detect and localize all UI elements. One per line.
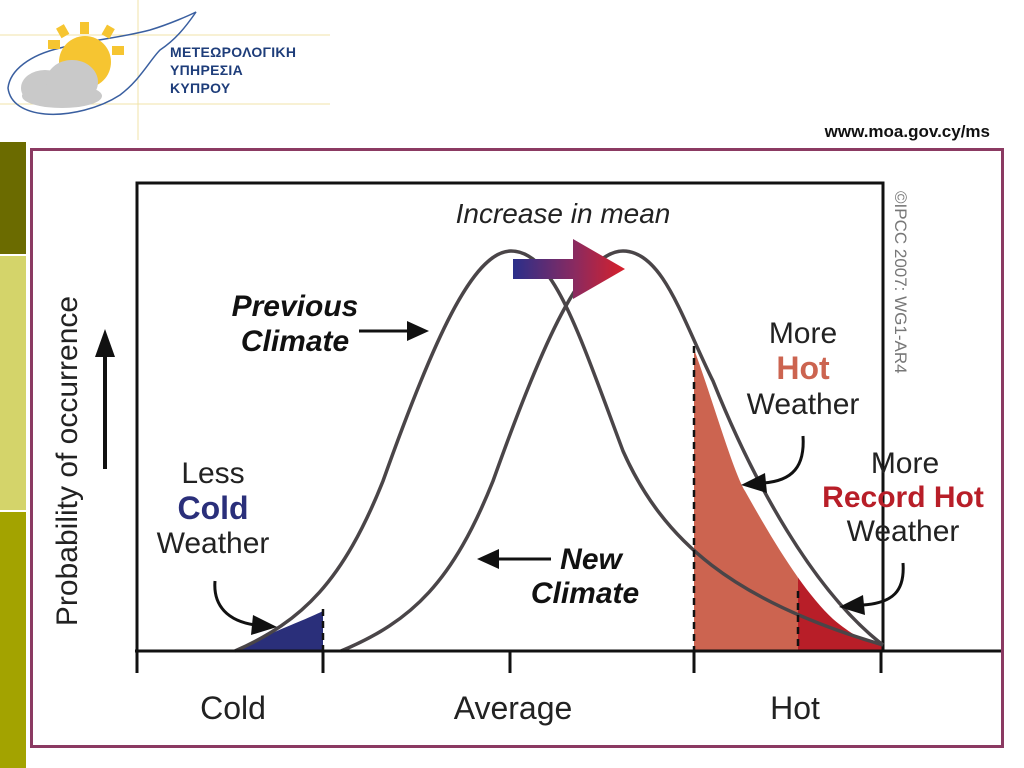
- cloud-icon: [21, 60, 102, 108]
- record-hot-label-2: Record Hot: [822, 481, 984, 514]
- record-hot-arrow-curve: [862, 562, 905, 607]
- side-band-dark: [0, 142, 26, 254]
- record-hot-area: [798, 577, 883, 651]
- more-hot-label-3: Weather: [747, 388, 860, 421]
- less-cold-label-1: Less: [181, 457, 244, 490]
- more-hot-arrow-curve: [762, 435, 805, 485]
- less-cold-arrow-head: [251, 615, 277, 635]
- climate-shift-diagram: Cold Average Hot Probability of occurren…: [51, 181, 1001, 726]
- org-name-line-3: ΚΥΠΡΟΥ: [170, 80, 231, 96]
- x-tick-label-average: Average: [454, 690, 573, 726]
- new-climate-arrow-head: [477, 549, 499, 569]
- plot-frame: [135, 181, 885, 651]
- ipcc-copyright: ©IPCC 2007: WG1-AR4: [891, 191, 910, 374]
- record-hot-label-1: More: [871, 447, 939, 480]
- new-climate-label-2: Climate: [531, 577, 639, 610]
- more-hot-label-1: More: [769, 317, 837, 350]
- org-name-line-2: ΥΠΗΡΕΣΙΑ: [170, 62, 244, 78]
- previous-climate-curve: [234, 249, 884, 653]
- side-band-light: [0, 256, 26, 510]
- increase-arrow: [513, 239, 625, 299]
- previous-climate-label-1: Previous: [232, 290, 359, 323]
- more-hot-arrow-head: [741, 473, 767, 493]
- increase-in-mean-label: Increase in mean: [456, 198, 671, 229]
- more-hot-area: [694, 349, 798, 651]
- org-name-line-1: ΜΕΤΕΩΡΟΛΟΓΙΚΗ: [170, 44, 297, 60]
- side-band-mid: [0, 512, 26, 768]
- website-url: www.moa.gov.cy/ms: [824, 122, 990, 141]
- less-cold-label-3: Weather: [157, 527, 270, 560]
- previous-climate-label-2: Climate: [241, 325, 349, 358]
- y-axis-label: Probability of occurrence: [51, 296, 84, 626]
- y-axis-arrow-head: [95, 329, 115, 357]
- record-hot-label-3: Weather: [847, 515, 960, 548]
- diagram-frame: Cold Average Hot Probability of occurren…: [30, 148, 1004, 748]
- new-climate-curve: [340, 249, 885, 653]
- record-hot-arrow-head: [839, 595, 865, 615]
- less-cold-label-2: Cold: [177, 490, 248, 526]
- x-tick-label-cold: Cold: [200, 690, 266, 726]
- cyprus-outline-icon: [7, 11, 197, 116]
- more-hot-label-2: Hot: [776, 350, 830, 386]
- previous-climate-arrow-head: [407, 321, 429, 341]
- less-cold-arrow-curve: [213, 580, 256, 627]
- x-tick-label-hot: Hot: [770, 690, 820, 726]
- new-climate-label-1: New: [560, 543, 623, 576]
- meteorological-service-logo: [0, 0, 330, 140]
